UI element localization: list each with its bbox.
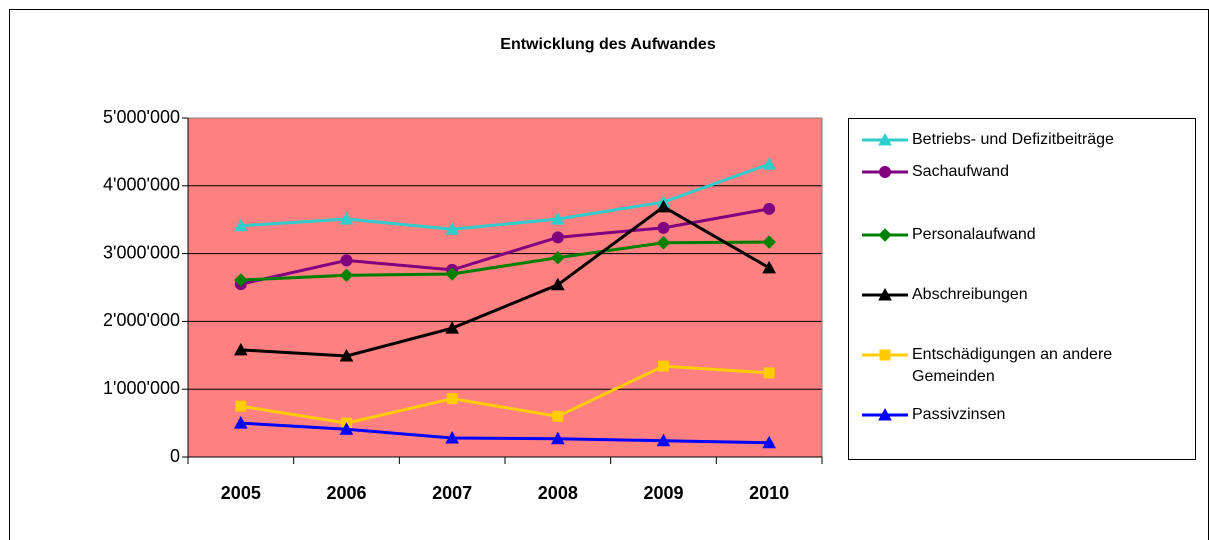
- legend-label: Personalaufwand: [912, 226, 1036, 243]
- marker: [762, 235, 776, 249]
- marker: [878, 228, 892, 242]
- marker: [762, 157, 777, 170]
- marker: [551, 231, 564, 244]
- legend-box: [848, 118, 1196, 460]
- marker: [658, 360, 669, 372]
- marker: [445, 430, 460, 444]
- marker: [879, 166, 891, 178]
- legend-label: Abschreibungen: [912, 286, 1028, 303]
- series-line: [240, 240, 770, 282]
- marker: [445, 267, 459, 281]
- marker: [552, 410, 564, 422]
- marker: [339, 422, 354, 435]
- y-tick-label: 4'000'000: [103, 175, 180, 195]
- marker: [233, 218, 248, 232]
- marker: [879, 349, 891, 361]
- marker: [235, 400, 247, 412]
- x-tick-label: 2005: [221, 483, 261, 503]
- plot-area: [188, 118, 822, 457]
- legend-label: Entschädigungen an andere Gemeinden: [912, 346, 1113, 385]
- series-line: [240, 162, 770, 231]
- marker: [445, 321, 460, 334]
- x-tick-label: 2010: [749, 483, 789, 503]
- marker: [234, 273, 248, 287]
- marker: [340, 254, 353, 267]
- marker: [233, 342, 248, 356]
- marker: [550, 211, 565, 225]
- x-tick-label: 2009: [643, 483, 683, 503]
- legend-label: Passivzinsen: [912, 406, 1006, 423]
- marker: [762, 435, 777, 449]
- marker: [762, 260, 777, 274]
- marker: [656, 199, 671, 213]
- marker: [656, 433, 671, 447]
- marker: [550, 277, 565, 291]
- marker: [551, 250, 565, 265]
- series-line: [240, 207, 770, 286]
- y-tick-label: 3'000'000: [103, 242, 180, 262]
- marker: [445, 222, 460, 235]
- marker: [233, 416, 248, 429]
- marker: [339, 348, 354, 362]
- legend-label: Sachaufwand: [912, 163, 1009, 180]
- marker: [657, 221, 670, 234]
- y-tick-label: 5'000'000: [103, 107, 180, 127]
- y-tick-label: 0: [170, 446, 180, 466]
- marker: [550, 431, 565, 445]
- x-tick-label: 2008: [538, 483, 578, 503]
- marker: [339, 211, 354, 225]
- marker: [446, 393, 458, 405]
- marker: [878, 132, 892, 146]
- marker: [339, 268, 354, 283]
- x-tick-label: 2006: [326, 483, 366, 503]
- marker: [763, 202, 776, 215]
- chart-title: Entwicklung des Aufwandes: [500, 36, 716, 53]
- marker: [656, 236, 671, 250]
- y-tick-label: 1'000'000: [103, 378, 180, 398]
- series-line: [240, 205, 770, 358]
- series-line: [240, 364, 770, 425]
- marker: [878, 407, 892, 421]
- marker: [763, 367, 775, 379]
- legend-label: Betriebs- und Defizitbeiträge: [912, 131, 1114, 148]
- x-tick-label: 2007: [432, 483, 472, 503]
- y-tick-label: 2'000'000: [103, 310, 180, 330]
- marker: [878, 287, 892, 301]
- series-line: [240, 421, 770, 445]
